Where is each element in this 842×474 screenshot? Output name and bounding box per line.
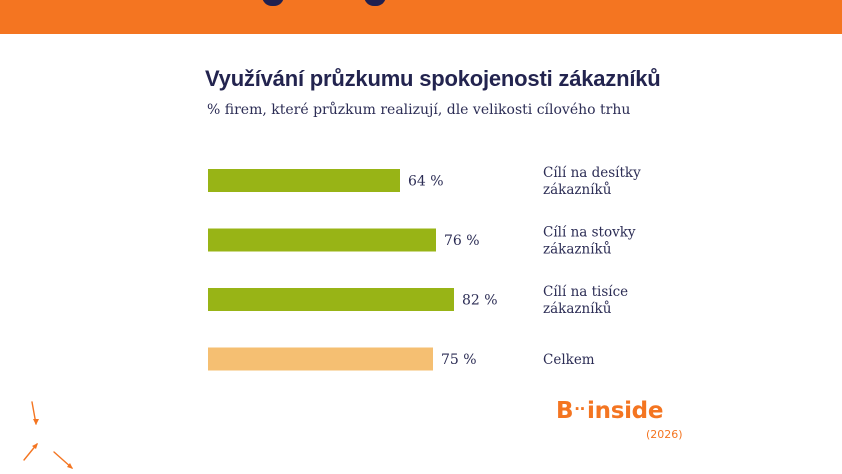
brand-year: (2026) (646, 428, 683, 441)
brand-dots: ·· (574, 400, 586, 418)
category-label: zákazníků (543, 182, 612, 198)
brand-logo: B··inside (556, 398, 663, 424)
chart-title: Využívání průzkumu spokojenosti zákazník… (205, 66, 661, 91)
bar (208, 169, 400, 192)
category-label: zákazníků (543, 301, 612, 317)
header-band (0, 0, 842, 34)
category-label: Cílí na desítky (543, 165, 641, 181)
category-label: Celkem (543, 352, 595, 368)
decorative-arrows (23, 401, 73, 469)
bar (208, 228, 436, 252)
bar (208, 288, 454, 311)
bar (208, 347, 433, 371)
category-label: Cílí na tisíce (543, 284, 628, 300)
cut-title-glyph (364, 0, 386, 6)
data-label: 75 % (441, 352, 477, 368)
brand-word: inside (587, 398, 664, 424)
cut-title-glyph (262, 0, 284, 6)
category-label: zákazníků (543, 242, 612, 258)
brand-letter: B (556, 398, 574, 424)
category-label: Cílí na stovky (543, 225, 636, 241)
data-label: 82 % (462, 293, 498, 309)
data-label: 76 % (444, 233, 480, 249)
chart-subtitle: % firem, které průzkum realizují, dle ve… (207, 102, 631, 118)
data-label: 64 % (408, 174, 444, 190)
